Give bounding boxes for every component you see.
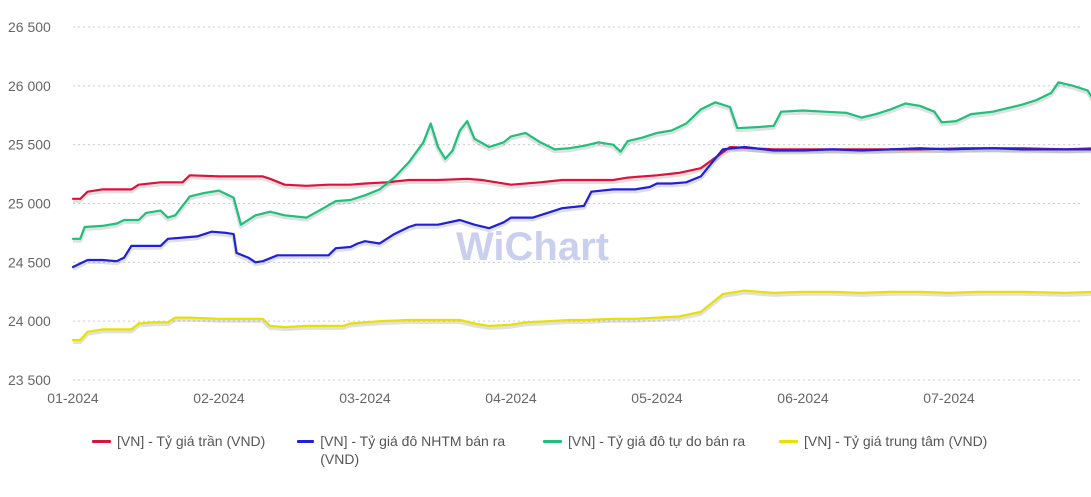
x-tick-label: 05-2024 (631, 390, 683, 406)
series-shadow (73, 290, 1091, 344)
x-tick-label: 07-2024 (923, 390, 975, 406)
y-tick-label: 25 500 (8, 137, 51, 153)
x-tick-label: 01-2024 (47, 390, 99, 406)
legend: [VN] - Tỷ giá trần (VND) [VN] - Tỷ giá đ… (92, 432, 1082, 482)
y-tick-label: 24 500 (8, 254, 51, 270)
x-tick-label: 02-2024 (193, 390, 245, 406)
x-tick-label: 06-2024 (777, 390, 829, 406)
series-shadow (72, 147, 1091, 271)
series-shadow (73, 147, 1091, 203)
y-tick-label: 23 500 (8, 372, 51, 388)
series-line-1[interactable] (71, 145, 1091, 269)
y-tick-label: 25 000 (8, 196, 51, 212)
y-tick-label: 24 000 (8, 313, 51, 329)
legend-label: [VN] - Tỷ giá đô tự do bán ra (568, 433, 746, 449)
watermark: WiChart (456, 225, 609, 269)
legend-label: [VN] - Tỷ giá đô NHTM bán ra (VND) (320, 433, 506, 467)
y-axis: 23 500 24 000 24 500 25 000 25 500 26 000 26 5… (8, 19, 51, 388)
series-line-0[interactable] (71, 145, 1091, 200)
legend-label: [VN] - Tỷ giá trung tâm (VND) (804, 433, 988, 449)
line-chart: 23 500 24 000 24 500 25 000 25 500 26 000 26 5… (8, 19, 1091, 406)
x-axis: 01-2024 02-2024 03-2024 04-2024 05-2024 06-20… (47, 390, 975, 406)
series-line-2[interactable] (71, 81, 1091, 240)
legend-swatch (543, 440, 562, 443)
y-tick-label: 26 500 (8, 19, 51, 35)
watermark-logo: WiChart (456, 225, 609, 269)
legend-item-ceiling-rate[interactable]: [VN] - Tỷ giá trần (VND) (92, 432, 292, 450)
series-lines (71, 81, 1091, 344)
x-tick-label: 04-2024 (485, 390, 537, 406)
chart-area: 23 500 24 000 24 500 25 000 25 500 26 000 26 5… (8, 19, 1091, 406)
legend-label: [VN] - Tỷ giá trần (VND) (117, 433, 266, 449)
legend-swatch (779, 440, 798, 443)
x-tick-label: 03-2024 (339, 390, 391, 406)
legend-swatch (92, 440, 111, 443)
legend-item-free-market-rate[interactable]: [VN] - Tỷ giá đô tự do bán ra (543, 432, 793, 450)
legend-swatch (297, 440, 315, 443)
series-line-3[interactable] (71, 289, 1091, 342)
legend-item-central-rate[interactable]: [VN] - Tỷ giá trung tâm (VND) (779, 432, 1039, 450)
y-tick-label: 26 000 (8, 78, 51, 94)
series-shadow (73, 82, 1091, 243)
grid-lines (73, 26, 1082, 381)
legend-item-bank-selling-rate[interactable]: [VN] - Tỷ giá đô NHTM bán ra (VND) (297, 432, 527, 468)
